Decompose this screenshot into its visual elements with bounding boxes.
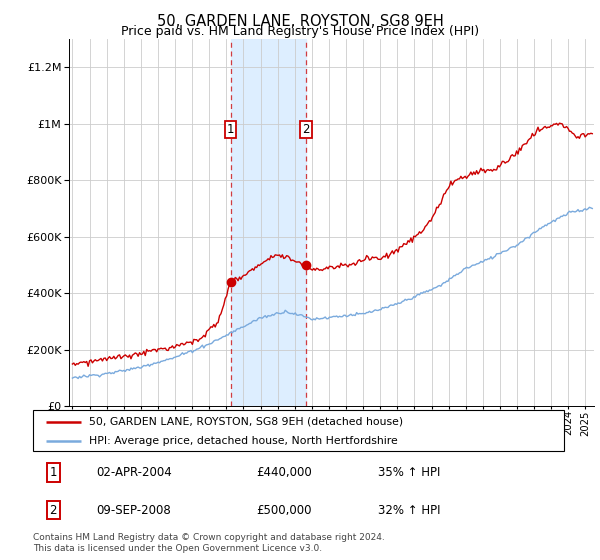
Text: Contains HM Land Registry data © Crown copyright and database right 2024.: Contains HM Land Registry data © Crown c… bbox=[33, 533, 385, 542]
FancyBboxPatch shape bbox=[33, 410, 564, 451]
Text: £500,000: £500,000 bbox=[256, 504, 311, 517]
Text: 1: 1 bbox=[49, 466, 57, 479]
Text: Price paid vs. HM Land Registry's House Price Index (HPI): Price paid vs. HM Land Registry's House … bbox=[121, 25, 479, 38]
Text: 09-SEP-2008: 09-SEP-2008 bbox=[97, 504, 172, 517]
Text: 02-APR-2004: 02-APR-2004 bbox=[97, 466, 172, 479]
Text: 50, GARDEN LANE, ROYSTON, SG8 9EH: 50, GARDEN LANE, ROYSTON, SG8 9EH bbox=[157, 14, 443, 29]
Text: 32% ↑ HPI: 32% ↑ HPI bbox=[378, 504, 440, 517]
Text: This data is licensed under the Open Government Licence v3.0.: This data is licensed under the Open Gov… bbox=[33, 544, 322, 553]
Text: 50, GARDEN LANE, ROYSTON, SG8 9EH (detached house): 50, GARDEN LANE, ROYSTON, SG8 9EH (detac… bbox=[89, 417, 403, 427]
Text: 2: 2 bbox=[49, 504, 57, 517]
Bar bbox=[230, 39, 306, 406]
Text: 1: 1 bbox=[227, 123, 235, 136]
Text: 35% ↑ HPI: 35% ↑ HPI bbox=[378, 466, 440, 479]
Text: HPI: Average price, detached house, North Hertfordshire: HPI: Average price, detached house, Nort… bbox=[89, 436, 398, 446]
Text: £440,000: £440,000 bbox=[256, 466, 312, 479]
Text: 2: 2 bbox=[302, 123, 310, 136]
